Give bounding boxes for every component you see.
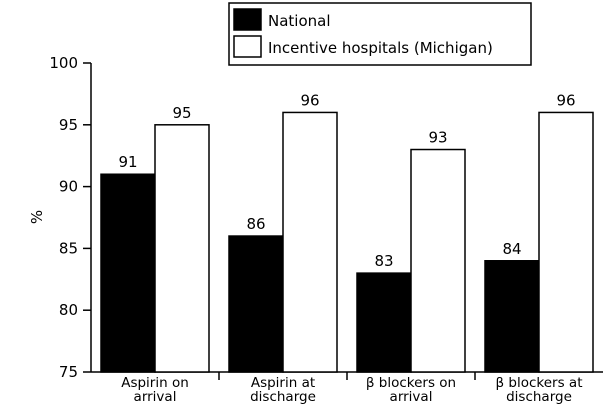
y-tick-label: 80 [59, 301, 78, 319]
y-tick-label: 100 [49, 54, 78, 72]
data-label: 86 [246, 215, 265, 233]
legend-label-incentive: Incentive hospitals (Michigan) [268, 39, 493, 57]
data-label: 96 [556, 91, 575, 109]
x-category-label-line: discharge [506, 389, 572, 405]
x-category-label-line: β blockers at [496, 375, 583, 391]
y-axis-label: % [28, 210, 46, 224]
y-tick-label: 90 [59, 178, 78, 196]
data-label: 96 [300, 91, 319, 109]
y-tick-label: 85 [59, 239, 78, 257]
bar-incentive [410, 148, 466, 373]
x-category-label-line: Aspirin at [251, 375, 315, 391]
bar-national [228, 235, 284, 373]
bar-incentive [538, 111, 594, 373]
legend-swatch-incentive [233, 35, 262, 58]
data-label: 95 [172, 104, 191, 122]
legend-label-national: National [268, 12, 331, 30]
bar-national [484, 260, 540, 373]
bar-incentive [154, 124, 210, 373]
data-label: 93 [428, 129, 447, 147]
legend-box [228, 2, 532, 66]
bar-incentive [282, 111, 338, 373]
legend-swatch-national [233, 8, 262, 31]
y-tick-label: 75 [59, 363, 78, 381]
x-category-label: β blockers on arrival [366, 375, 456, 405]
data-label: 84 [502, 240, 521, 258]
x-category-label-line: β blockers on [366, 375, 456, 391]
data-label: 91 [118, 153, 137, 171]
x-category-label: Aspirin on arrival [121, 375, 189, 405]
y-tick-label: 95 [59, 116, 78, 134]
x-category-label-line: arrival [134, 389, 177, 405]
bar-national [100, 173, 156, 373]
x-category-label: Aspirin at discharge [250, 375, 316, 405]
bar-national [356, 272, 412, 373]
x-category-label-line: discharge [250, 389, 316, 405]
x-category-label: β blockers at discharge [496, 375, 583, 405]
data-label: 83 [374, 252, 393, 270]
x-category-label-line: arrival [390, 389, 433, 405]
legend: National Incentive hospitals (Michigan) [228, 2, 532, 66]
x-category-label-line: Aspirin on [121, 375, 189, 391]
